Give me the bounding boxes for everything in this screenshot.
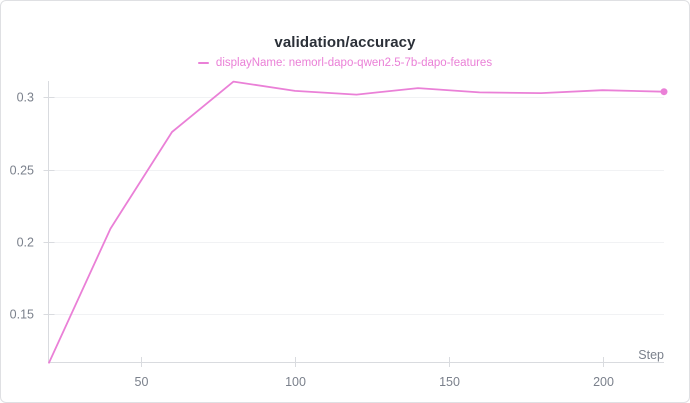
y-tick-label: 0.25 [10, 164, 34, 178]
y-tick-label: 0.2 [17, 236, 34, 250]
x-tick-label: 200 [593, 375, 614, 389]
series-end-dot [660, 88, 668, 96]
x-tick-label: 150 [439, 375, 460, 389]
y-tick-label: 0.3 [17, 91, 34, 105]
x-tick-label: 100 [285, 375, 306, 389]
x-axis-title: Step [638, 348, 664, 362]
x-tick-label: 50 [135, 375, 149, 389]
y-tick-label: 0.15 [10, 308, 34, 322]
series-line [48, 80, 665, 364]
